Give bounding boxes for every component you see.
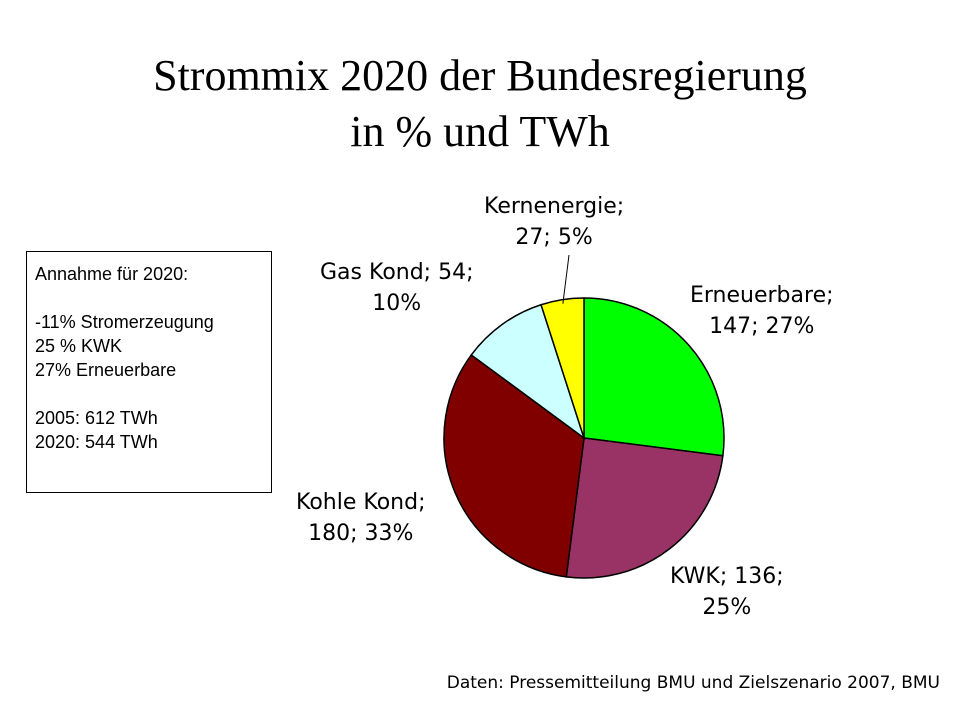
data-label-kwk: KWK; 136; 25% bbox=[670, 564, 784, 620]
assumption-line: 27% Erneuerbare bbox=[35, 360, 177, 380]
source-note: Daten: Pressemitteilung BMU und Zielszen… bbox=[446, 673, 940, 693]
data-label-kohle-kond: Kohle Kond; 180; 33% bbox=[296, 490, 426, 546]
assumption-line: 25 % KWK bbox=[35, 336, 123, 356]
pie-slice-kernenergie bbox=[540, 297, 585, 439]
assumptions-heading: Annahme für 2020: bbox=[35, 264, 189, 284]
data-label-erneuerbare: Erneuerbare; 147; 27% bbox=[690, 283, 834, 339]
pie-slice-kohle-kond bbox=[443, 353, 585, 578]
pie-slice-kwk bbox=[565, 437, 724, 579]
assumptions-box: Annahme für 2020: -11% Stromerzeugung 25… bbox=[26, 251, 272, 493]
data-label-gas-kond: Gas Kond; 54; 10% bbox=[320, 260, 474, 316]
leader-line-kernenergie bbox=[562, 254, 570, 304]
title-line-1: Strommix 2020 der Bundesregierung bbox=[153, 51, 807, 100]
title-line-2: in % und TWh bbox=[350, 107, 610, 156]
assumption-line: -11% Stromerzeugung bbox=[35, 312, 214, 332]
pie-slice-erneuerbare bbox=[583, 297, 725, 457]
year-line: 2020: 544 TWh bbox=[35, 432, 158, 452]
year-line: 2005: 612 TWh bbox=[35, 408, 158, 428]
slide-title: Strommix 2020 der Bundesregierung in % u… bbox=[0, 48, 960, 160]
pie-slice-gas-kond bbox=[470, 303, 586, 440]
data-label-kernenergie: Kernenergie; 27; 5% bbox=[484, 194, 625, 250]
